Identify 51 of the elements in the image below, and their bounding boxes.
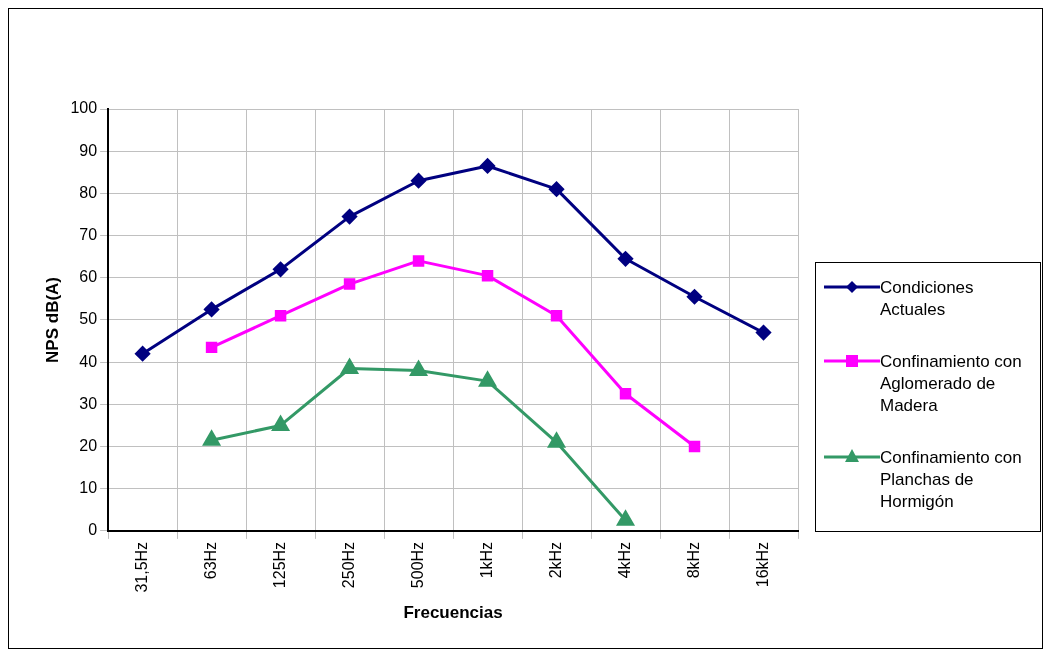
- point: [342, 209, 358, 225]
- legend-label: Confinamiento con Aglomerado de Madera: [880, 351, 1023, 417]
- x-tick-label: 125Hz: [270, 541, 288, 589]
- point: [548, 432, 565, 448]
- point: [481, 269, 494, 282]
- x-tick-label: 250Hz: [339, 541, 357, 589]
- y-tick-label: 70: [79, 225, 98, 243]
- point: [617, 510, 634, 526]
- x-tick-label: 8kHz: [684, 541, 702, 579]
- point: [341, 358, 358, 374]
- x-tick-label: 31,5Hz: [133, 541, 150, 593]
- point: [203, 430, 221, 446]
- y-axis-title: NPS dB(A): [42, 276, 62, 363]
- point: [480, 158, 496, 174]
- point: [688, 440, 701, 453]
- y-tick-label: 40: [79, 352, 98, 370]
- point: [619, 388, 632, 400]
- x-tick-label: 1kHz: [477, 541, 495, 579]
- point: [272, 415, 289, 431]
- point: [687, 289, 703, 305]
- point: [410, 361, 427, 377]
- point: [549, 181, 565, 197]
- y-tick-label: 20: [79, 436, 98, 454]
- point: [412, 255, 425, 267]
- y-tick-label: 50: [79, 310, 98, 328]
- y-tick-label: 60: [79, 268, 98, 286]
- y-tick-label: 10: [79, 479, 98, 497]
- x-tick-label: 2kHz: [546, 541, 564, 579]
- point: [135, 346, 151, 362]
- point: [756, 325, 772, 341]
- point: [204, 301, 220, 317]
- x-tick-label: 4kHz: [615, 541, 633, 579]
- x-tick-label: 16kHz: [753, 541, 771, 588]
- point: [205, 341, 218, 354]
- x-axis-title: Frecuencias: [403, 603, 503, 623]
- y-tick-label: 90: [79, 141, 98, 159]
- y-tick-label: 30: [79, 394, 98, 412]
- y-tick-label: 0: [88, 521, 98, 539]
- legend-label: Confinamiento con Planchas de Hormigón: [880, 447, 1023, 513]
- legend-label: Condiciones Actuales: [880, 277, 975, 321]
- y-tick-label: 80: [79, 183, 98, 201]
- point: [343, 278, 356, 290]
- y-tick-label: 100: [70, 99, 98, 117]
- point: [273, 261, 289, 277]
- point: [550, 309, 563, 322]
- point: [618, 251, 634, 267]
- x-tick-label: 63Hz: [201, 541, 219, 580]
- point: [479, 371, 496, 387]
- x-tick-label: 500Hz: [408, 541, 426, 589]
- point: [274, 309, 287, 322]
- point: [411, 173, 427, 189]
